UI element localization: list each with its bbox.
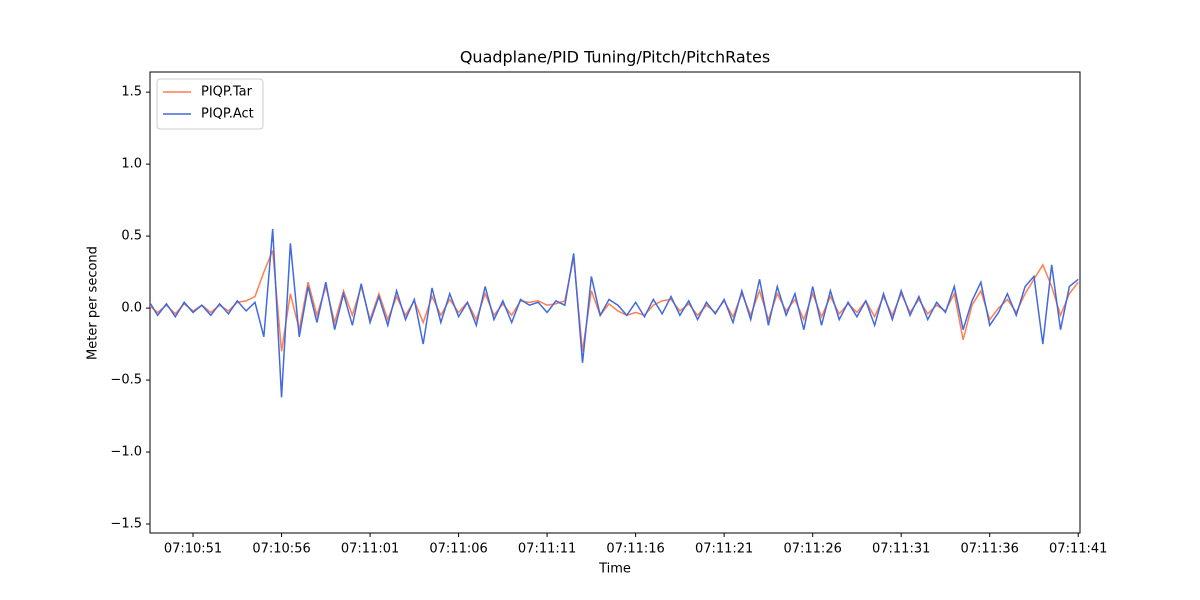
series-line <box>150 250 1079 352</box>
legend-label: PIQP.Tar <box>201 85 253 100</box>
x-tick-label: 07:11:11 <box>518 542 576 557</box>
x-tick-label: 07:11:21 <box>695 542 753 557</box>
y-tick-label: 1.5 <box>121 85 142 100</box>
y-tick-label: −1.5 <box>110 517 142 532</box>
x-tick-label: 07:11:26 <box>783 542 841 557</box>
x-tick-label: 07:11:01 <box>341 542 399 557</box>
y-tick-label: 1.0 <box>121 157 142 172</box>
y-tick-label: −0.5 <box>110 373 142 388</box>
x-tick-label: 07:10:51 <box>164 542 222 557</box>
x-axis-label: Time <box>598 562 631 577</box>
chart-title: Quadplane/PID Tuning/Pitch/PitchRates <box>460 48 770 67</box>
y-tick-label: 0.5 <box>121 229 142 244</box>
y-tick-label: 0.0 <box>121 301 142 316</box>
y-axis-label: Meter per second <box>86 246 101 360</box>
x-tick-label: 07:11:41 <box>1049 542 1107 557</box>
x-tick-label: 07:11:16 <box>606 542 664 557</box>
x-tick-label: 07:11:06 <box>429 542 487 557</box>
legend-label: PIQP.Act <box>201 107 254 122</box>
x-tick-label: 07:10:56 <box>252 542 310 557</box>
series-line <box>150 228 1079 398</box>
y-tick-label: −1.0 <box>110 445 142 460</box>
x-tick-label: 07:11:36 <box>961 542 1019 557</box>
x-tick-label: 07:11:31 <box>872 542 930 557</box>
